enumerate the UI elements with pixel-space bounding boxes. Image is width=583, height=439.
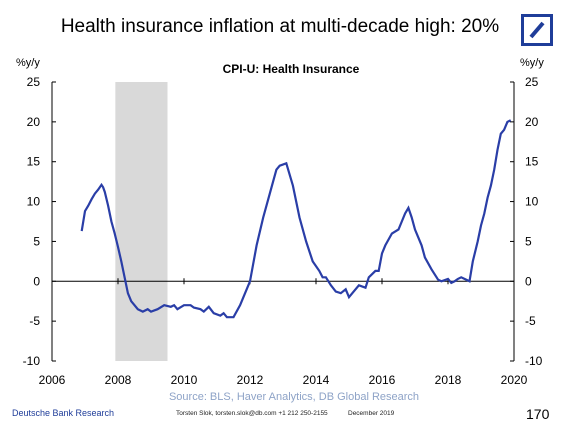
- y-tick-label-left: 15: [27, 155, 41, 169]
- y-tick-label-left: 25: [27, 75, 41, 89]
- y-axis-left: 25 20 15 10 5 0 -5 -10: [23, 75, 56, 368]
- footer-bank-name: Deutsche Bank Research: [12, 408, 115, 418]
- y-tick-label-right: 25: [525, 75, 539, 89]
- y-tick-label-right: 5: [525, 234, 532, 248]
- y-tick-label-left: -5: [29, 314, 40, 328]
- x-tick-label: 2008: [105, 373, 132, 387]
- series-line-health-insurance: [80, 119, 512, 319]
- x-tick-label: 2014: [303, 373, 330, 387]
- x-tick-label: 2006: [39, 373, 66, 387]
- y-tick-label-left: 0: [33, 274, 40, 288]
- y-tick-label-right: 15: [525, 155, 539, 169]
- y-tick-label-right: 0: [525, 274, 532, 288]
- x-axis: 2006 2008 2010 2012 2014 2016 2018 2020: [39, 278, 528, 387]
- y-axis-right: 25 20 15 10 5 0 -5 -10: [510, 75, 543, 368]
- slide-title: Health insurance inflation at multi-deca…: [60, 16, 500, 37]
- axis-lines: [51, 82, 515, 361]
- x-tick-label: 2018: [435, 373, 462, 387]
- source-note: Source: BLS, Haver Analytics, DB Global …: [169, 391, 419, 403]
- recession-shading: [115, 82, 168, 361]
- deutsche-bank-logo-icon: [521, 14, 553, 46]
- y-tick-label-right: -5: [525, 314, 536, 328]
- y-tick-label-right: -10: [525, 354, 543, 368]
- page-number: 170: [526, 406, 550, 422]
- chart-title: CPI-U: Health Insurance: [223, 62, 360, 76]
- x-tick-label: 2016: [369, 373, 396, 387]
- y-tick-label-left: -10: [23, 354, 41, 368]
- footer-contact: Torsten Slok, torsten.slok@db.com +1 212…: [176, 410, 328, 417]
- y-axis-left-unit: %y/y: [16, 57, 40, 69]
- y-tick-label-left: 10: [27, 195, 41, 209]
- y-tick-label-right: 10: [525, 195, 539, 209]
- x-tick-label: 2010: [171, 373, 198, 387]
- y-axis-right-unit: %y/y: [520, 57, 544, 69]
- y-tick-label-left: 20: [27, 115, 41, 129]
- footer-date: December 2019: [348, 410, 395, 417]
- x-tick-label: 2020: [501, 373, 528, 387]
- y-tick-label-left: 5: [33, 234, 40, 248]
- x-tick-label: 2012: [237, 373, 264, 387]
- y-tick-label-right: 20: [525, 115, 539, 129]
